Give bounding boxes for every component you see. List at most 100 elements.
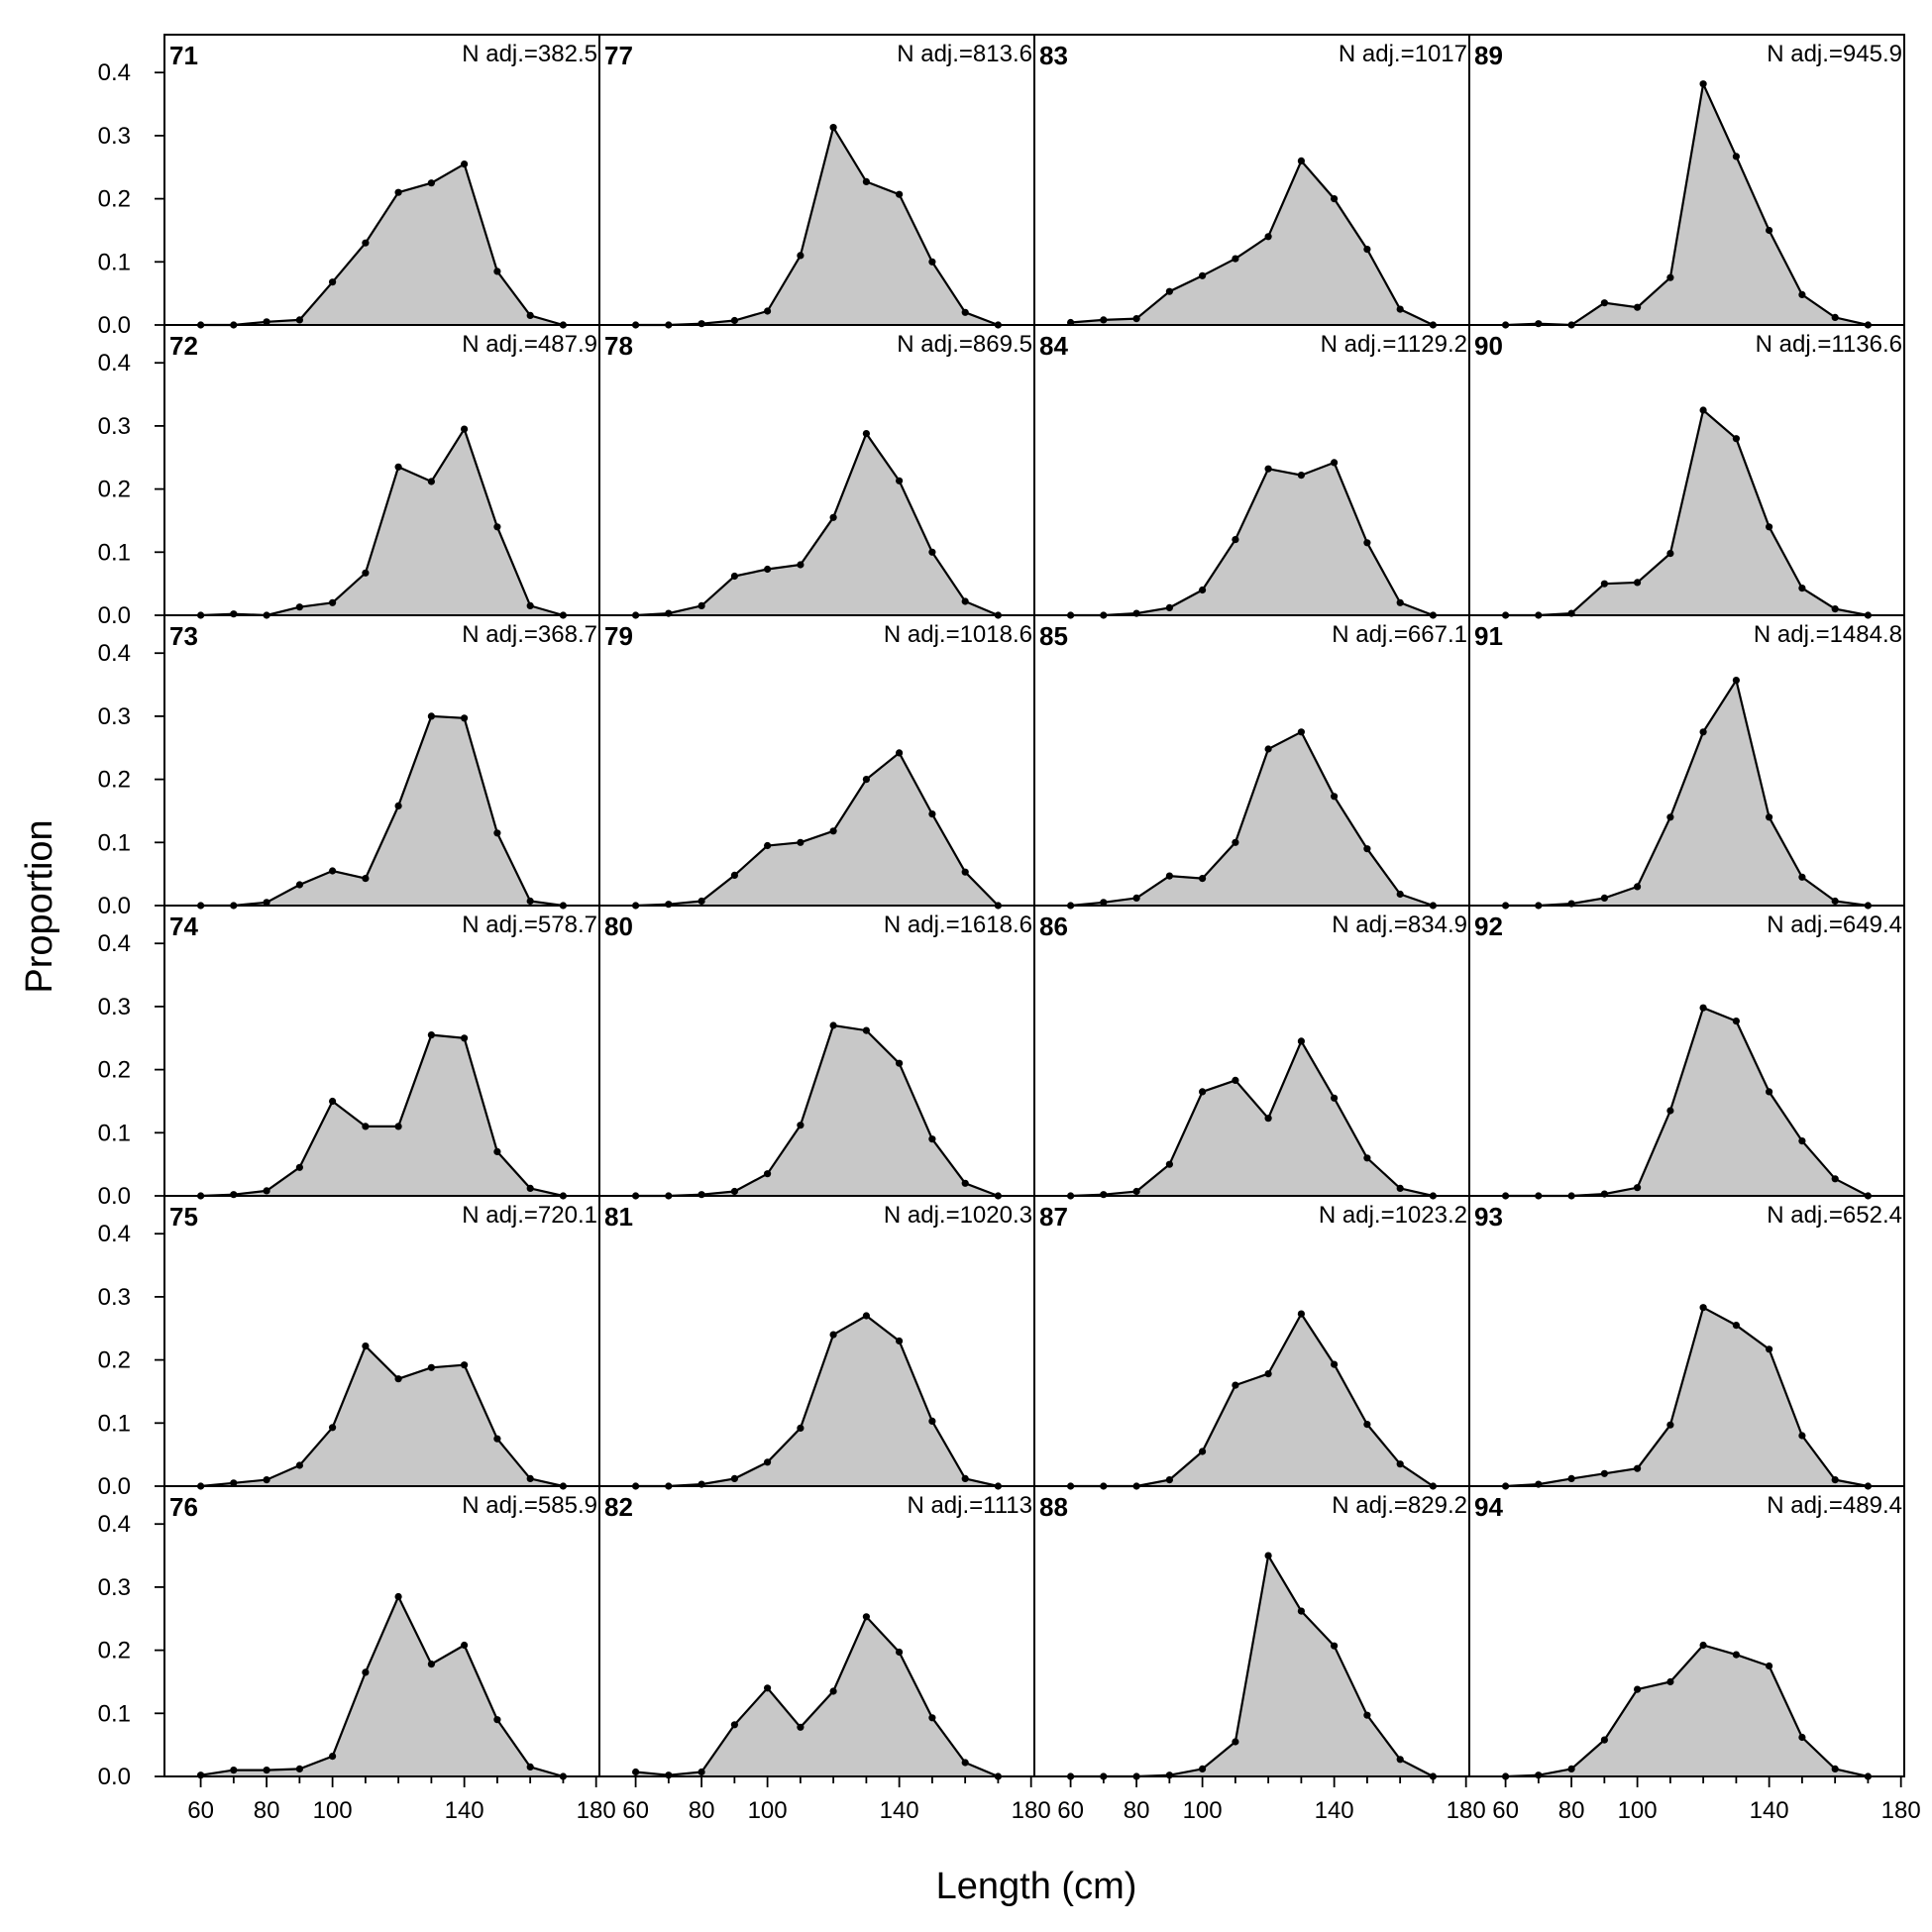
data-point (1732, 677, 1740, 685)
panel-series-line (1070, 159, 1434, 326)
data-point (1264, 233, 1272, 241)
panel-n-adj-label: N adj.=813.6 (897, 41, 1032, 67)
data-point (230, 1479, 238, 1487)
panel-area (1505, 680, 1869, 906)
x-tick-label: 80 (689, 1797, 715, 1824)
panel-n-adj-label: N adj.=487.9 (462, 331, 597, 358)
panel-91: 91 N adj.=1484.8 (1468, 614, 1905, 910)
data-point (1264, 465, 1272, 473)
data-point (461, 425, 469, 433)
panel-series-line (635, 1614, 999, 1778)
x-tick-label: 140 (1315, 1797, 1354, 1824)
panel-88: 88 N adj.=829.2 (1033, 1485, 1470, 1780)
data-point (1666, 1677, 1674, 1686)
x-tick-label: 60 (1492, 1797, 1519, 1824)
data-point (961, 868, 969, 876)
panel-year-label: 93 (1474, 1202, 1503, 1232)
data-point (394, 1375, 402, 1383)
panel-series-line (635, 1023, 999, 1198)
panel-series-line (200, 714, 564, 908)
panel-n-adj-label: N adj.=829.2 (1332, 1492, 1467, 1519)
data-point (362, 875, 370, 883)
data-point (329, 598, 337, 606)
data-point (1199, 1448, 1207, 1455)
x-tick-label: 60 (1057, 1797, 1084, 1824)
panel-n-adj-label: N adj.=382.5 (462, 41, 597, 67)
data-point (461, 1641, 469, 1650)
data-point (526, 897, 534, 906)
data-point (329, 278, 337, 286)
data-point (1666, 273, 1674, 281)
y-axis: 0.0 0.1 0.2 0.3 0.4 0.0 0.1 0.2 0.3 0.4 0.0 0.1 0.2 0… (98, 59, 164, 1790)
data-point (394, 1123, 402, 1130)
panel-n-adj-label: N adj.=1136.6 (1756, 331, 1902, 358)
panel-n-adj-label: N adj.=869.5 (897, 331, 1032, 358)
data-point (493, 268, 501, 275)
panel-n-adj-label: N adj.=1129.2 (1321, 331, 1467, 358)
data-point (1396, 1184, 1404, 1192)
data-point (493, 1147, 501, 1155)
data-point (1831, 1765, 1839, 1772)
data-point (263, 1767, 270, 1774)
x-tick-label: 100 (748, 1797, 788, 1824)
data-point (730, 1474, 739, 1482)
data-point (1232, 1076, 1239, 1084)
panel-year-label: 72 (169, 331, 198, 361)
panel-series-line (635, 124, 999, 327)
panel-grid: 71 N adj.=382.5 72 N adj.=487.9 73 N adj.=368… (163, 34, 1905, 1780)
data-point (1363, 246, 1371, 254)
panel-year-label: 80 (604, 912, 633, 941)
y-tick-label: 0.0 (98, 1764, 131, 1790)
data-point (896, 1648, 904, 1657)
y-tick-label: 0.2 (98, 186, 131, 213)
data-point (526, 1184, 534, 1192)
data-point (1699, 728, 1707, 736)
data-point (362, 1123, 370, 1130)
data-point (730, 1721, 739, 1729)
panel-area (200, 1596, 564, 1776)
x-tick-label: 180 (1881, 1797, 1921, 1824)
data-point (362, 239, 370, 247)
panel-n-adj-label: N adj.=720.1 (462, 1202, 597, 1229)
panel-year-label: 77 (604, 41, 633, 70)
panel-series-line (200, 1033, 564, 1198)
panel-year-label: 73 (169, 621, 198, 651)
data-point (1264, 1370, 1272, 1378)
data-point (1165, 872, 1173, 880)
panel-year-label: 71 (169, 41, 198, 70)
data-point (1297, 728, 1305, 736)
data-point (1165, 287, 1173, 295)
data-point (1331, 1094, 1339, 1102)
data-point (730, 572, 739, 581)
data-point (493, 523, 501, 531)
panel-area (635, 752, 999, 906)
data-point (1732, 153, 1740, 161)
panel-94: 94 N adj.=489.4 (1468, 1485, 1905, 1780)
data-point (797, 1122, 805, 1129)
data-point (961, 1474, 969, 1482)
data-point (1396, 305, 1404, 313)
panel-81: 81 N adj.=1020.3 (598, 1195, 1035, 1490)
data-point (764, 1170, 772, 1178)
data-point (263, 318, 270, 326)
data-point (1732, 435, 1740, 443)
data-point (1634, 1685, 1642, 1693)
data-point (1666, 813, 1674, 821)
data-point (394, 1592, 402, 1601)
data-point (1634, 303, 1642, 311)
panel-area (1070, 1556, 1434, 1776)
panel-n-adj-label: N adj.=667.1 (1332, 621, 1467, 648)
panel-year-label: 74 (169, 912, 198, 941)
data-point (829, 827, 837, 835)
panel-area (1070, 1040, 1434, 1196)
data-point (1232, 255, 1239, 263)
y-tick-label: 0.4 (98, 59, 131, 86)
panel-year-label: 87 (1039, 1202, 1068, 1232)
panel-area (635, 1025, 999, 1196)
data-point (493, 1716, 501, 1724)
y-tick-label: 0.1 (98, 1410, 131, 1437)
data-point (1666, 1421, 1674, 1429)
data-point (896, 1337, 904, 1345)
data-point (295, 1765, 303, 1772)
